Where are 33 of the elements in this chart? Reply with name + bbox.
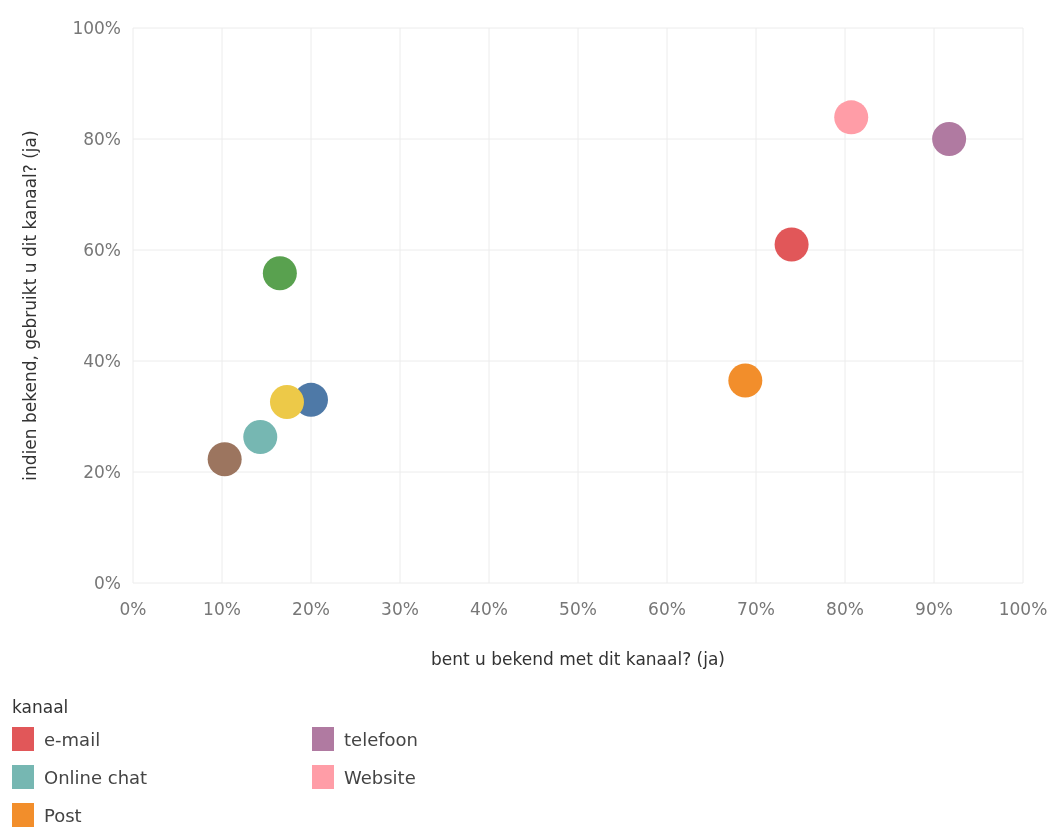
x-tick-label: 90% [915,599,953,619]
y-tick-label: 0% [94,573,121,593]
x-tick-label: 50% [559,599,597,619]
y-tick-label: 100% [72,18,121,38]
legend-label: Website [344,767,416,788]
legend-label: Post [44,805,82,826]
point [243,420,278,455]
x-tick-label: 70% [737,599,775,619]
legend-label: Online chat [44,767,148,788]
x-axis-title: bent u bekend met dit kanaal? (ja) [431,649,725,669]
point [262,256,297,291]
legend-title: kanaal [12,697,69,717]
y-tick-label: 80% [83,129,121,149]
x-tick-label: 20% [292,599,330,619]
y-tick-label: 40% [83,351,121,371]
x-tick-label: 10% [203,599,241,619]
x-tick-label: 30% [381,599,419,619]
y-tick-label: 60% [83,240,121,260]
legend-label: telefoon [344,729,418,750]
point [728,363,763,398]
x-tick-label: 100% [998,599,1048,619]
y-axis-title: indien bekend, gebruikt u dit kanaal? (ja) [20,130,40,481]
point [774,227,809,262]
x-tick-label: 0% [119,599,147,619]
y-tick-label: 20% [83,462,121,482]
legend-label: e-mail [44,729,101,750]
point [932,122,967,156]
point [269,385,304,420]
point [834,100,869,135]
x-tick-label: 60% [648,599,686,619]
point [207,442,242,477]
x-tick-label: 80% [826,599,864,619]
x-tick-label: 40% [470,599,508,619]
